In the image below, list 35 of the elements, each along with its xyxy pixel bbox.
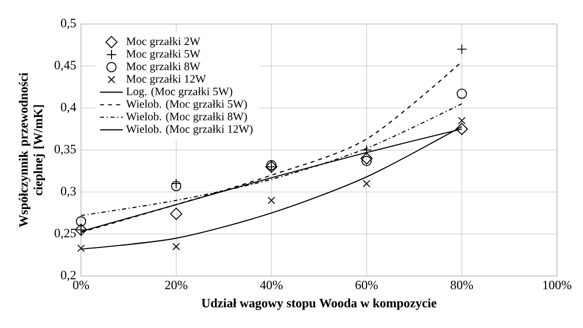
x-tick-label: 100% bbox=[543, 280, 572, 290]
x-tick-label: 20% bbox=[165, 280, 188, 290]
y-axis-title: Współczynnik przewodności cieplnej [W/mK] bbox=[18, 72, 45, 228]
point bbox=[458, 116, 466, 124]
y-tick-label: 0,3 bbox=[60, 186, 76, 198]
point bbox=[171, 180, 182, 192]
x-tick-label: 0% bbox=[73, 280, 90, 290]
point bbox=[456, 122, 468, 136]
legend-label: Wielob. (Moc grzałki 12W) bbox=[126, 124, 253, 136]
point bbox=[456, 44, 467, 54]
y-tick-label: 0,5 bbox=[60, 18, 76, 30]
y-tick-label: 0,4 bbox=[60, 102, 76, 114]
y-tick-label: 0,35 bbox=[54, 144, 76, 156]
point bbox=[361, 156, 372, 166]
y-tick-label: 0,25 bbox=[54, 228, 76, 240]
x-axis-title: Udział wagowy stopu Wooda w kompozycie bbox=[202, 298, 436, 310]
point bbox=[77, 244, 85, 252]
legend-label: Moc grzałki 8W bbox=[126, 62, 200, 73]
legend-label: Log. (Moc grzałki 5W) bbox=[126, 87, 232, 98]
legend-label: Moc grzałki 2W bbox=[126, 37, 200, 48]
point bbox=[456, 88, 467, 99]
x-tick-label: 60% bbox=[356, 280, 378, 290]
y-tick-label: 0,2 bbox=[60, 270, 76, 282]
point bbox=[172, 242, 180, 250]
point bbox=[170, 208, 182, 220]
legend-label: Wielob. (Moc grzałki 5W) bbox=[126, 100, 247, 110]
legend-label: Moc grzałki 12W bbox=[126, 74, 206, 86]
x-tick-label: 40% bbox=[260, 280, 283, 290]
point bbox=[76, 216, 86, 227]
legend-label: Moc grzałki 5W bbox=[126, 50, 200, 60]
point bbox=[268, 196, 276, 204]
legend-label: Wielob. (Moc grzałki 8W) bbox=[126, 112, 247, 123]
y-tick-label: 0,45 bbox=[54, 60, 76, 72]
x-tick-label: 80% bbox=[450, 280, 473, 290]
point bbox=[362, 180, 370, 188]
